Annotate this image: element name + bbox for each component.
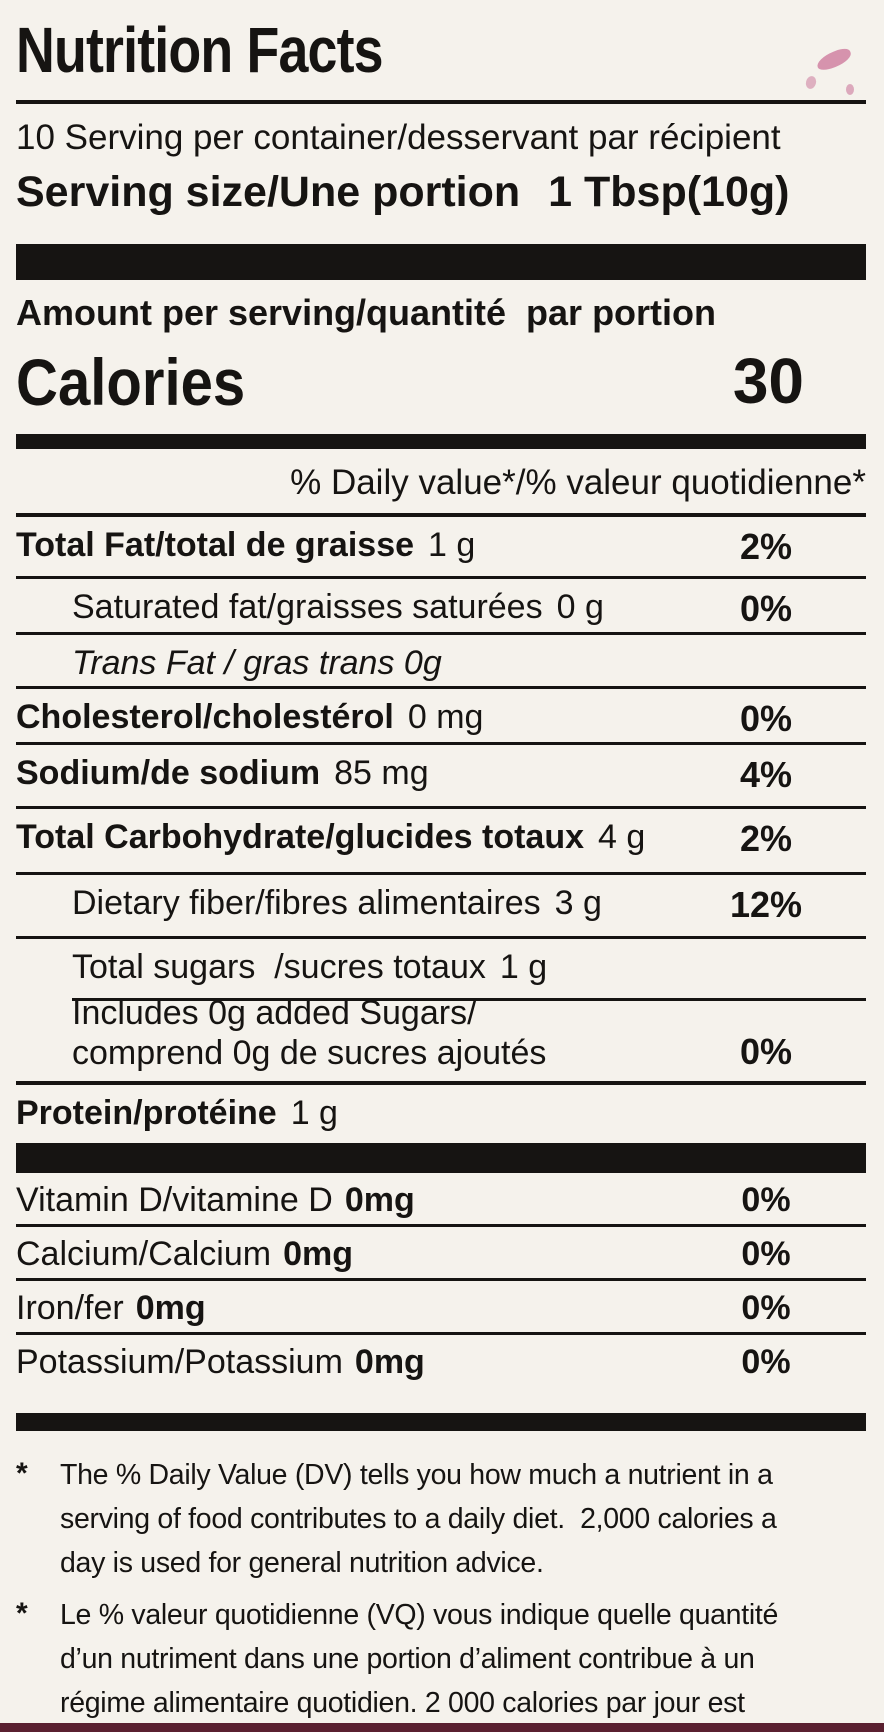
nutrient-row-protein: Protein/protéine 1 g [16,1085,866,1143]
calories-label: Calories [16,345,246,419]
serving-size-value: 1 Tbsp(10g) [548,168,790,216]
pink-smudge-mark [814,45,854,74]
nutrient-amount: 0 mg [407,698,484,736]
nutrient-row-total-sugars: Total sugars /sucres totaux 1 g [16,939,866,1001]
footnote-line: serving of food contributes to a daily d… [60,1503,777,1535]
nutrient-dv: 0% [739,1031,793,1072]
nutrient-row-dietary-fiber: Dietary fiber/fibres alimentaires 3 g 12% [16,875,866,939]
nutrient-amount: 1 g [290,1094,338,1132]
label-title: Nutrition Facts [16,14,384,86]
micronutrient-amount: 0mg [283,1235,353,1273]
nutrient-row-total-fat: Total Fat/total de graisse 1 g 2% [16,517,866,579]
micronutrient-dv: 0% [741,1235,791,1273]
nutrient-name: Saturated fat/graisses saturées [72,588,543,626]
micronutrient-dv: 0% [741,1343,791,1381]
micronutrient-name: Calcium/Calcium [16,1235,272,1273]
micronutrient-name: Iron/fer [16,1289,124,1327]
servings-per-container: 10 Serving per container/desservant par … [16,118,781,157]
micronutrient-name: Potassium/Potassium [16,1343,343,1381]
nutrient-dv: 0% [739,698,793,739]
footnote-line: day is used for general nutrition advice… [60,1547,544,1579]
micronutrient-amount: 0mg [135,1289,206,1327]
nutrient-name: Dietary fiber/fibres alimentaires [72,884,541,922]
calories-row: Calories 30 [16,338,866,432]
micronutrient-row-iron: Iron/fer 0mg 0% [16,1281,866,1335]
footnote-french: * Le % valeur quotidienne (VQ) vous indi… [16,1593,866,1732]
micronutrient-name: Vitamin D/vitamine D [16,1181,333,1219]
footnote-line: régime alimentaire quotidien. 2 000 calo… [60,1687,745,1719]
nutrient-row-sodium: Sodium/de sodium 85 mg 4% [16,745,866,809]
nutrient-row-cholesterol: Cholesterol/cholestérol 0 mg 0% [16,689,866,745]
amount-per-serving: Amount per serving/quantité par portion [16,292,717,333]
pink-smudge-dot [846,84,854,95]
nutrient-dv: 0% [739,588,793,629]
nutrient-row-trans-fat: Trans Fat / gras trans 0g [16,635,866,689]
nutrient-dv: 2% [739,526,793,567]
nutrient-name-line2: comprend 0g de sucres ajoutés [72,1034,547,1072]
nutrient-dv: 4% [739,754,793,795]
micronutrient-row-vitamin-d: Vitamin D/vitamine D 0mg 0% [16,1173,866,1227]
micronutrient-dv: 0% [741,1181,791,1219]
nutrient-name: Cholesterol/cholestérol [16,698,394,736]
asterisk-marker: * [16,1457,28,1490]
micronutrient-dv: 0% [741,1289,791,1327]
nutrient-amount: 4 g [598,818,646,856]
nutrient-name: Sodium/de sodium [16,754,321,792]
footnote-line: The % Daily Value (DV) tells you how muc… [60,1459,773,1491]
nutrient-amount: 1 g [499,948,548,986]
nutrient-name: Total sugars /sucres totaux [72,948,486,986]
nutrient-name: Total Fat/total de graisse [16,526,415,564]
asterisk-marker: * [16,1597,28,1630]
micronutrient-row-calcium: Calcium/Calcium 0mg 0% [16,1227,866,1281]
nutrient-name: Total Carbohydrate/glucides totaux [16,818,585,856]
pink-smudge-dot [804,74,818,91]
nutrient-row-added-sugars: Includes 0g added Sugars/ comprend 0g de… [16,994,866,1085]
nutrient-name: Protein/protéine [16,1094,277,1132]
serving-size-row: Serving size/Une portion 1 Tbsp(10g) [16,164,866,228]
separator-bar-thick [16,1143,866,1173]
nutrient-row-saturated-fat: Saturated fat/graisses saturées 0 g 0% [16,579,866,635]
footnote-english: * The % Daily Value (DV) tells you how m… [16,1453,866,1585]
footnotes-section: * The % Daily Value (DV) tells you how m… [16,1431,866,1732]
nutrient-row-carbohydrate: Total Carbohydrate/glucides totaux 4 g 2% [16,809,866,875]
micronutrient-amount: 0mg [344,1181,415,1219]
separator-bar-medium [16,1413,866,1431]
footnote-line: Le % valeur quotidienne (VQ) vous indiqu… [60,1599,779,1631]
nutrient-dv: 12% [729,884,803,925]
nutrient-amount: 3 g [554,884,602,922]
micronutrient-row-potassium: Potassium/Potassium 0mg 0% [16,1335,866,1389]
calories-value: 30 [732,345,804,417]
nutrient-dv: 2% [739,818,793,859]
separator-bar-medium [16,434,866,449]
nutrient-amount: 0 g [556,588,604,626]
nutrient-name: Trans Fat / gras trans 0g [72,644,442,682]
bottom-maroon-edge [0,1723,884,1732]
spacer [16,1389,866,1413]
nutrient-amount: 1 g [428,526,476,564]
nutrient-amount: 85 mg [334,754,429,792]
nutrient-name-line1: Includes 0g added Sugars/ [72,994,477,1032]
footnote-line: d’un nutriment dans une portion d’alimen… [60,1643,755,1675]
daily-value-header: % Daily value*/% valeur quotidienne* [16,449,866,517]
separator-bar-thick [16,244,866,280]
divider-thin [16,100,866,104]
micronutrient-amount: 0mg [354,1343,425,1381]
serving-size-label: Serving size/Une portion [16,168,521,216]
